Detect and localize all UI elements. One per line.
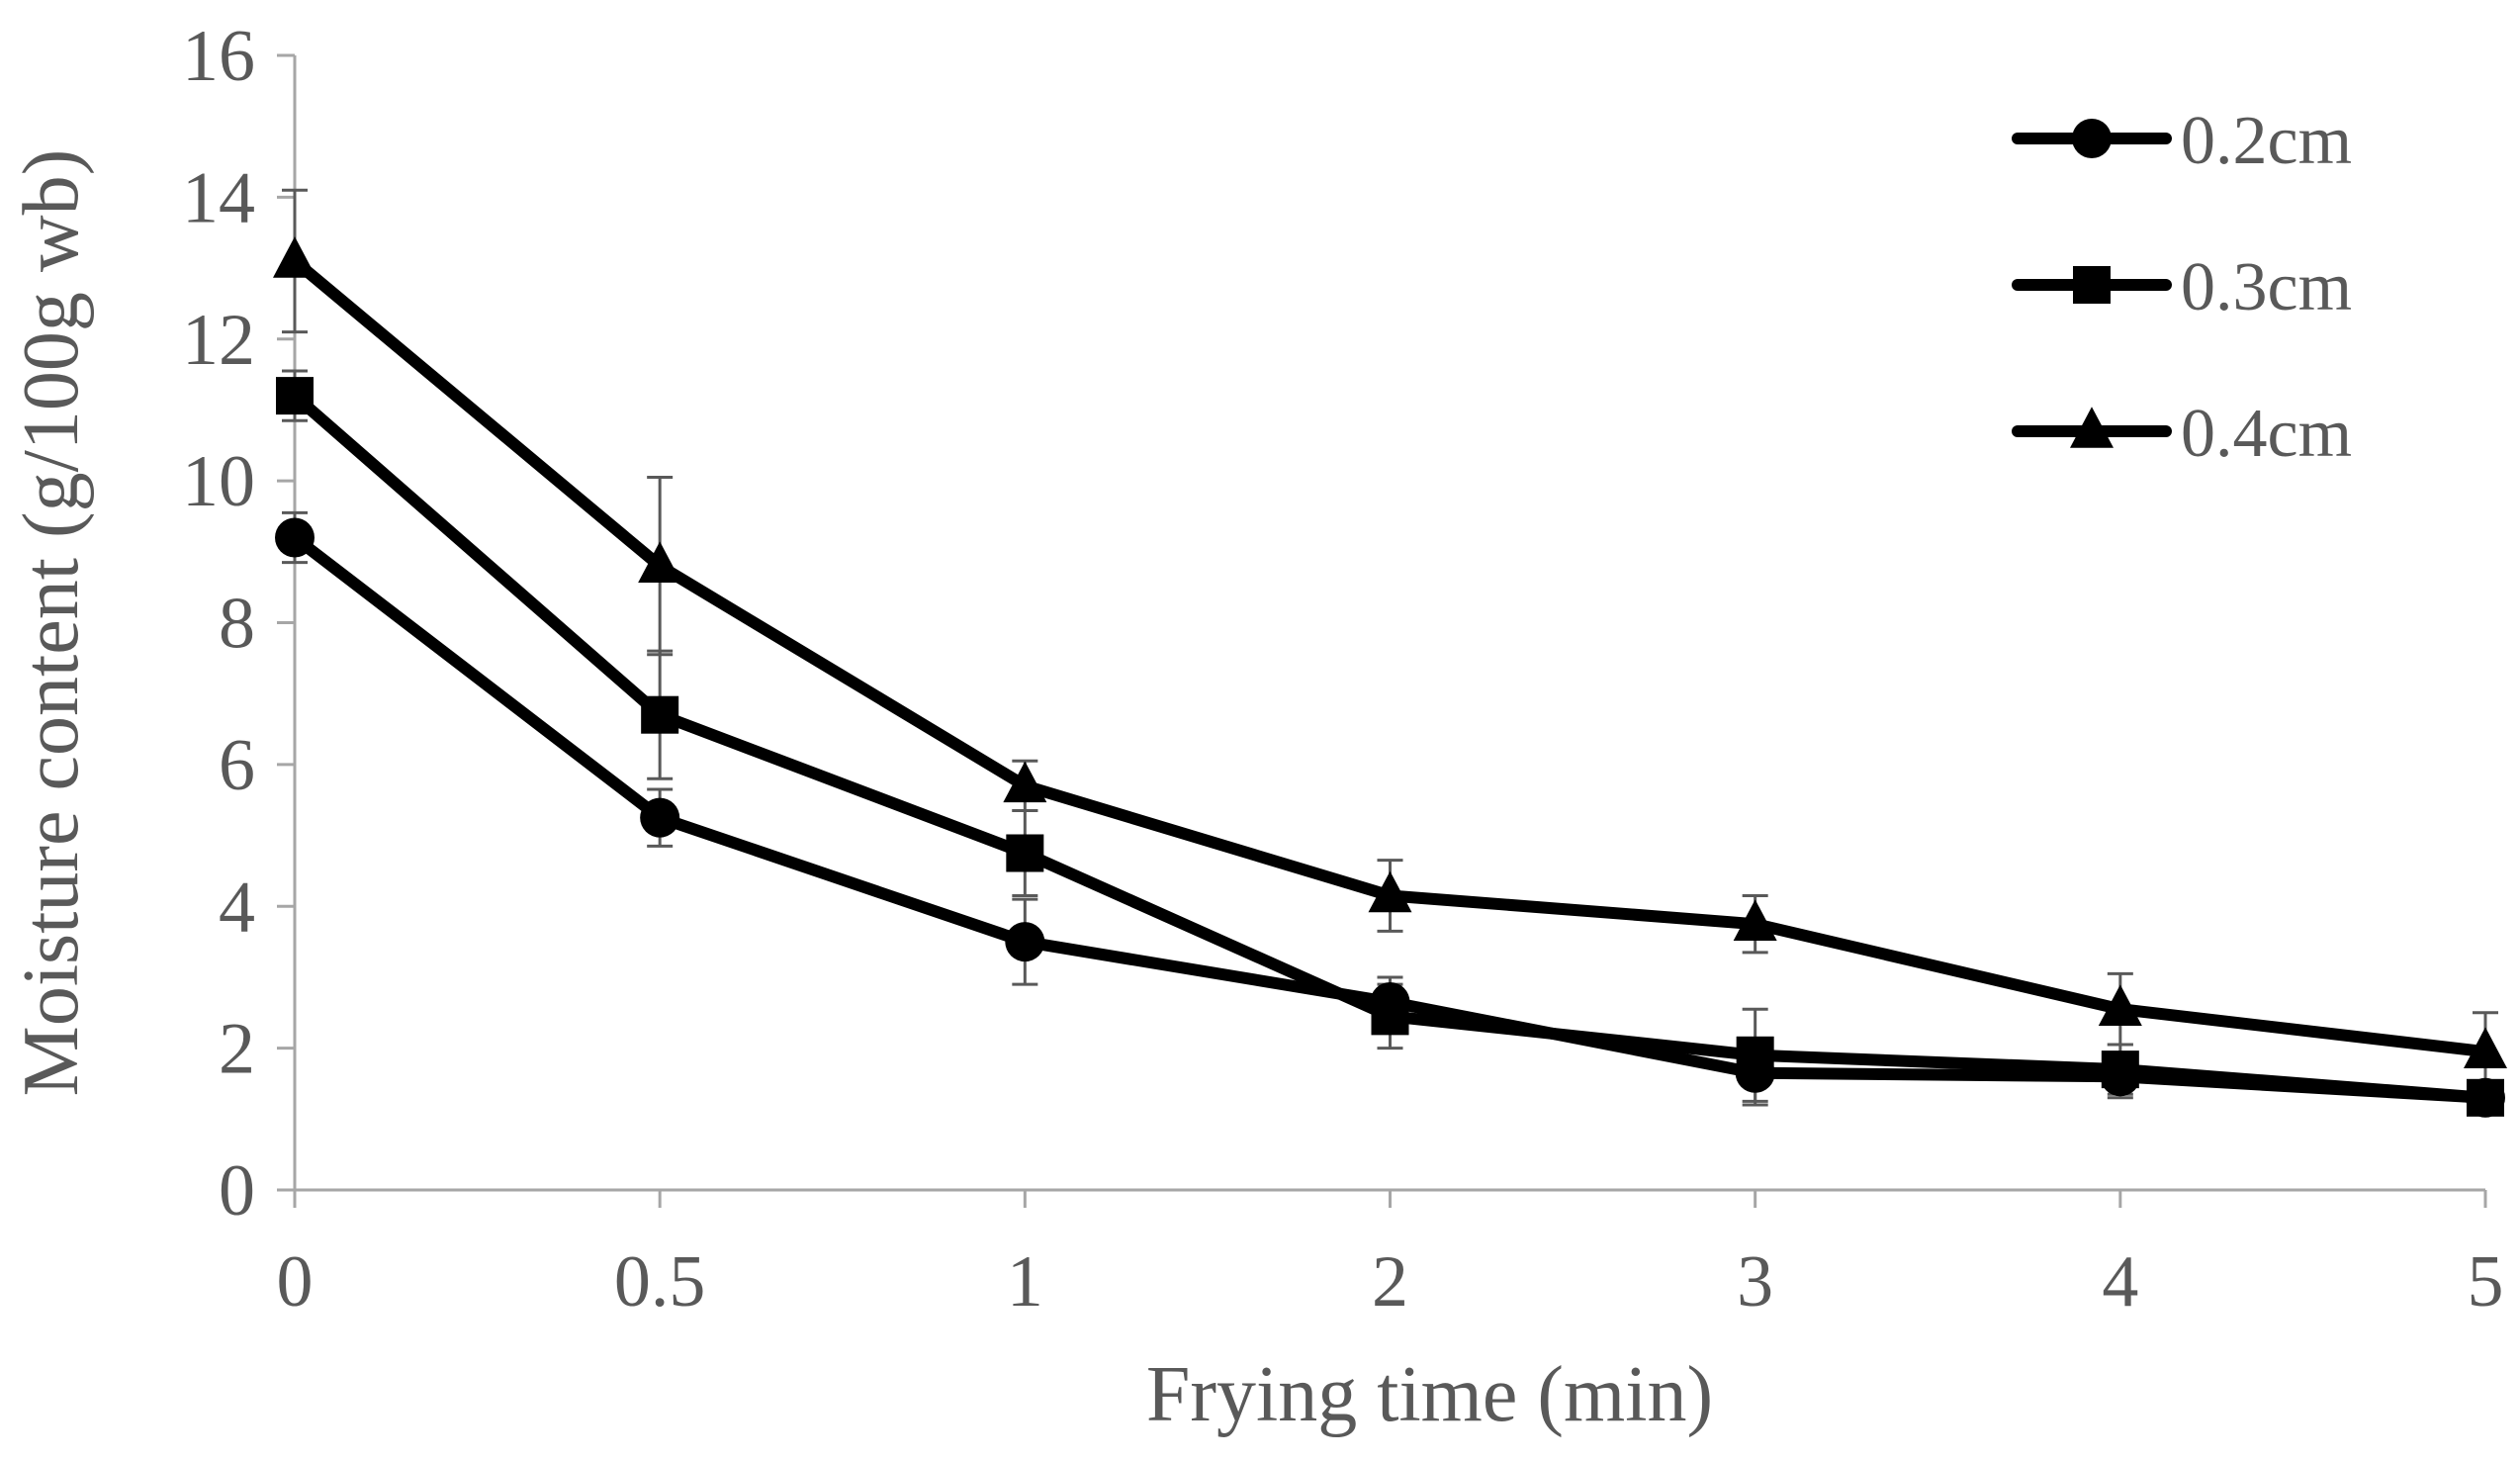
x-axis-title: Frying time (min) [1146, 1351, 1713, 1438]
y-tick-label: 8 [219, 584, 255, 665]
error-bars [282, 188, 2498, 1114]
legend-marker-0-3cm [2073, 266, 2111, 304]
data-point-0-3cm [1006, 834, 1044, 872]
y-tick-label: 16 [182, 16, 255, 97]
data-point-0-4cm [1003, 761, 1047, 803]
series-lines [289, 254, 2491, 1104]
data-point-0-3cm [2467, 1078, 2504, 1117]
legend-label-0-4cm: 0.4cm [2181, 396, 2352, 472]
legend-marker-0-4cm [2070, 407, 2114, 448]
legend-label-0-3cm: 0.3cm [2181, 249, 2352, 325]
x-tick-label: 0 [277, 1241, 314, 1323]
data-point-0-4cm [2098, 984, 2142, 1026]
legend-marker-0-2cm [2072, 119, 2112, 158]
data-point-0-3cm [2101, 1050, 2139, 1089]
y-axis-title: Moisture content (g/100g wb) [8, 149, 95, 1097]
data-point-0-2cm [1005, 922, 1045, 962]
legend: 0.2cm 0.3cm 0.4cm [2012, 103, 2352, 472]
data-point-0-4cm [1368, 870, 1412, 913]
y-tick-label: 2 [219, 1009, 255, 1090]
y-tick-label: 6 [219, 725, 255, 806]
y-tick-label: 10 [182, 441, 255, 522]
x-tick-label: 5 [2468, 1241, 2504, 1323]
y-tick-label: 12 [182, 300, 255, 381]
y-tick-label: 4 [219, 867, 255, 948]
x-tick-label: 4 [2102, 1241, 2138, 1323]
data-point-0-3cm [276, 377, 314, 415]
x-tick-label: 1 [1007, 1241, 1043, 1323]
data-point-0-4cm [638, 541, 682, 583]
data-point-0-4cm [1733, 899, 1777, 941]
x-tick-label: 3 [1737, 1241, 1773, 1323]
data-point-0-3cm [1736, 1036, 1774, 1074]
x-tick-label: 2 [1372, 1241, 1408, 1323]
data-point-0-3cm [1371, 997, 1409, 1036]
data-point-0-3cm [641, 695, 679, 734]
data-point-0-2cm [640, 797, 680, 838]
series-markers [273, 236, 2507, 1118]
y-tick-label: 0 [219, 1150, 255, 1232]
data-point-0-2cm [275, 517, 315, 558]
y-tick-label: 14 [182, 157, 255, 238]
legend-label-0-2cm: 0.2cm [2181, 103, 2352, 179]
data-point-0-4cm [273, 236, 316, 278]
series-line-0-4cm [289, 254, 2491, 1058]
data-point-0-4cm [2464, 1027, 2507, 1069]
x-tick-label: 0.5 [614, 1241, 706, 1323]
